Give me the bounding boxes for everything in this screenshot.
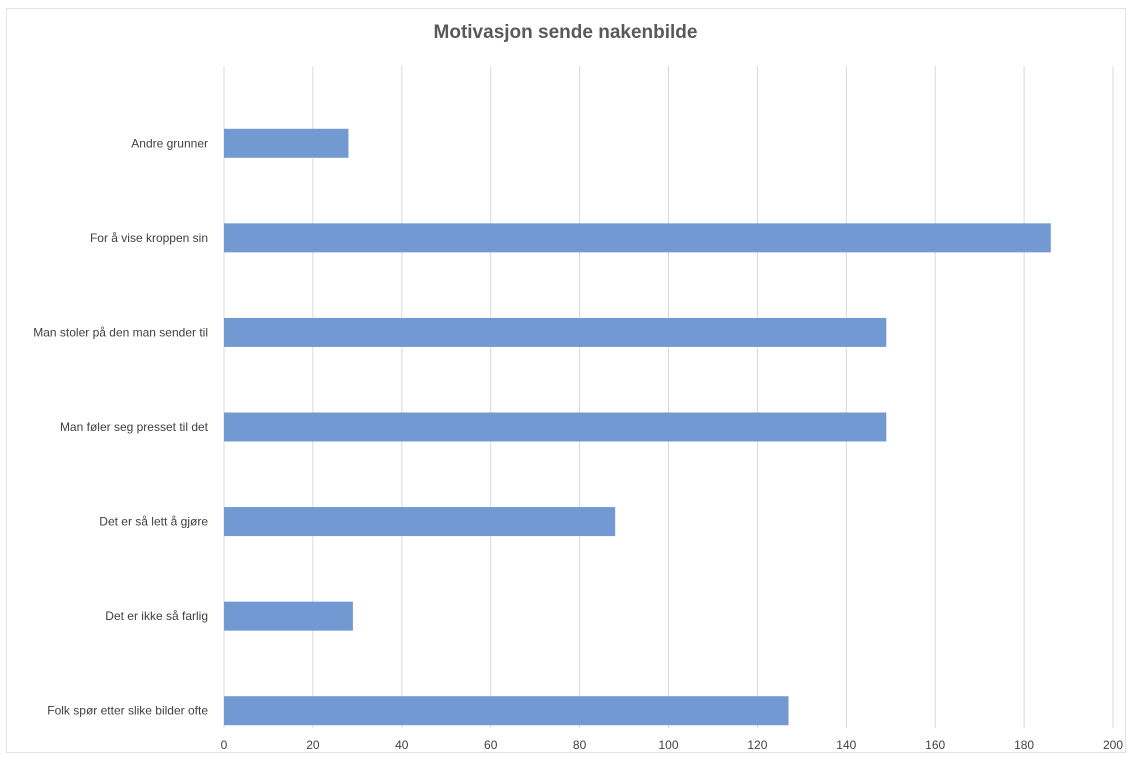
x-tick-label: 0 — [221, 738, 228, 752]
category-label: Folk spør etter slike bilder ofte — [47, 704, 208, 718]
bar — [224, 602, 353, 631]
category-label: Det er så lett å gjøre — [99, 515, 208, 529]
x-tick-label: 40 — [395, 738, 409, 752]
bar — [224, 318, 886, 347]
bar — [224, 696, 789, 725]
x-tick-label: 140 — [836, 738, 856, 752]
bar — [224, 413, 886, 442]
category-label: For å vise kroppen sin — [90, 231, 208, 245]
bar — [224, 129, 348, 158]
x-tick-label: 160 — [925, 738, 945, 752]
bar — [224, 223, 1051, 252]
x-tick-label: 200 — [1103, 738, 1123, 752]
category-label: Andre grunner — [131, 136, 208, 150]
bar — [224, 507, 615, 536]
x-tick-label: 120 — [747, 738, 767, 752]
x-tick-label: 60 — [484, 738, 498, 752]
x-tick-label: 100 — [658, 738, 678, 752]
category-label: Man stoler på den man sender til — [33, 325, 208, 339]
x-tick-label: 180 — [1014, 738, 1034, 752]
x-tick-label: 80 — [573, 738, 587, 752]
category-label: Man føler seg presset til det — [60, 420, 209, 434]
x-tick-label: 20 — [306, 738, 320, 752]
category-label: Det er ikke så farlig — [105, 609, 208, 623]
